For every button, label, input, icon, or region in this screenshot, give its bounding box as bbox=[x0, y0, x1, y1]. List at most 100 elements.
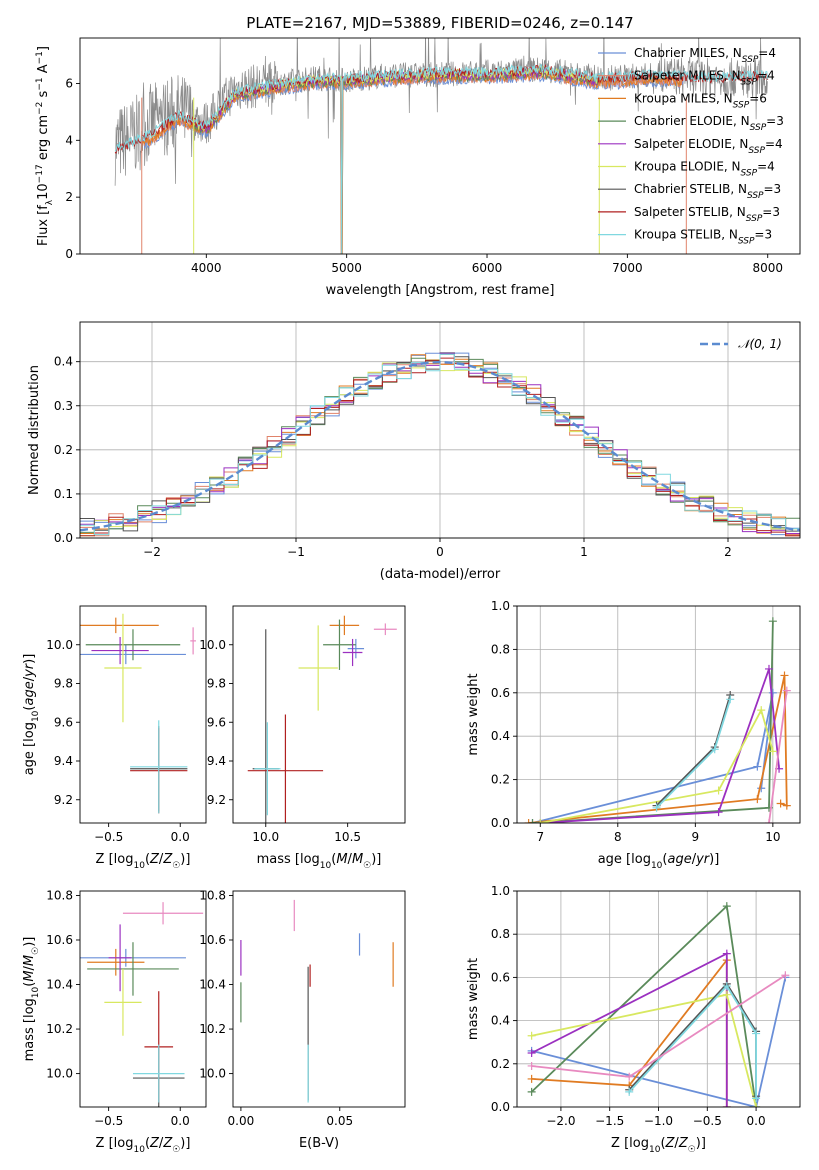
errorbar-point bbox=[342, 638, 363, 667]
x-tick-label: 0.0 bbox=[171, 830, 190, 844]
legend-tail: =6 bbox=[749, 91, 767, 105]
x-tick-label: 5000 bbox=[331, 261, 362, 275]
y-tick-label: 9.6 bbox=[54, 715, 73, 729]
label-part: M bbox=[336, 852, 347, 867]
legend-tail: =3 bbox=[766, 114, 784, 128]
label-part: age bbox=[22, 681, 37, 705]
y-tick-label: 0.2 bbox=[54, 443, 73, 457]
plus-marker bbox=[528, 819, 537, 823]
x-tick-label: 10.5 bbox=[334, 830, 361, 844]
label-part: ☉ bbox=[363, 861, 371, 871]
x-axis-label: E(B-V) bbox=[299, 1136, 339, 1151]
axes-frame bbox=[79, 605, 207, 824]
y-tick-label: 9.8 bbox=[54, 677, 73, 691]
plus-marker bbox=[536, 819, 545, 823]
errorbar-point bbox=[80, 617, 159, 634]
x-tick-label: −1 bbox=[287, 545, 305, 559]
errorbar-point bbox=[104, 613, 142, 723]
label-part: Z bbox=[162, 852, 173, 867]
x-tick-label: −2.0 bbox=[546, 1114, 575, 1128]
legend-text: Kroupa ELODIE, N bbox=[634, 160, 741, 174]
label-part: −1 bbox=[35, 51, 45, 64]
plus-marker bbox=[722, 990, 731, 999]
panel-mass_vs_ebv: 0.00 0.05 10.0 10.2 10.4 10.6 10.8 E(B-V) bbox=[199, 888, 406, 1151]
x-tick-label: 4000 bbox=[191, 261, 222, 275]
x-tick-label: 8 bbox=[614, 830, 622, 844]
x-tick-label: 0.00 bbox=[228, 1114, 255, 1128]
y-tick-label: 0.8 bbox=[491, 642, 510, 656]
x-tick-label: 2 bbox=[724, 545, 732, 559]
label-part: ☉ bbox=[688, 1145, 696, 1155]
plus-marker bbox=[527, 1087, 536, 1096]
label-part: )] bbox=[22, 937, 37, 947]
legend-tail: =4 bbox=[765, 137, 783, 151]
label-part: −17 bbox=[35, 164, 45, 183]
legend-sub: SSP bbox=[741, 169, 758, 179]
x-axis-label: mass [log10(M/M☉)] bbox=[257, 852, 382, 871]
x-tick-label: 0.0 bbox=[171, 1114, 190, 1128]
y-tick-label: 6 bbox=[65, 76, 73, 90]
label-part: M bbox=[352, 852, 363, 867]
plus-marker bbox=[726, 695, 735, 704]
label-part: 10 bbox=[133, 861, 145, 871]
label-part: )] bbox=[371, 852, 381, 867]
y-axis-label: Flux [fλ10−17 erg cm−2 s−1 A−1] bbox=[35, 46, 55, 246]
panel-mass_vs_Z: −0.5 0.010.010.210.410.610.8Z [log10(Z/Z☉… bbox=[22, 888, 207, 1155]
plus-marker bbox=[781, 971, 790, 980]
y-axis-label: mass [log10(M/M☉)] bbox=[22, 937, 41, 1062]
label-part: s bbox=[36, 90, 51, 101]
y-axis-label: mass weight bbox=[466, 958, 481, 1040]
y-tick-label: 9.2 bbox=[207, 793, 226, 807]
label-part: ( bbox=[22, 706, 37, 711]
errorbar-point bbox=[132, 1044, 185, 1103]
x-tick-label: −2 bbox=[143, 545, 161, 559]
y-tick-label: 10.0 bbox=[46, 638, 73, 652]
panel-residuals: −2 −1 0 1 2 0.0 0.1 0.2 0.3 0.4 𝒩(0, 1) (data-model… bbox=[27, 321, 801, 582]
y-tick-label: 10.2 bbox=[46, 1022, 73, 1036]
label-part: 10 bbox=[651, 861, 663, 871]
errorbar-point bbox=[87, 948, 145, 976]
plus-marker bbox=[714, 808, 723, 817]
label-part: −2 bbox=[35, 102, 45, 115]
plots-layer: 4000 5000 6000 7000 8000 0 2 4 6 wavelength [Angs… bbox=[22, 37, 801, 1155]
legend-sub: SSP bbox=[746, 214, 763, 224]
label-part: ( bbox=[331, 852, 336, 867]
label-part: ( bbox=[145, 852, 150, 867]
y-tick-label: 10.4 bbox=[199, 978, 226, 992]
x-axis-label: age [log10(age/yr)] bbox=[598, 852, 720, 871]
y-tick-label: 0.6 bbox=[491, 686, 510, 700]
plus-marker bbox=[722, 982, 731, 991]
y-tick-label: 9.4 bbox=[207, 754, 226, 768]
legend-text: Chabrier STELIB, N bbox=[634, 182, 747, 196]
y-tick-label: 9.2 bbox=[54, 793, 73, 807]
plot-area bbox=[80, 902, 204, 1107]
legend-tail: =4 bbox=[757, 69, 775, 83]
label-part: Flux [f bbox=[36, 205, 51, 246]
y-tick-label: 0.4 bbox=[491, 729, 510, 743]
errorbar-point bbox=[130, 720, 188, 814]
y-tick-label: 9.6 bbox=[207, 715, 226, 729]
y-tick-label: 0.3 bbox=[54, 399, 73, 413]
mass-weight-line bbox=[628, 984, 757, 1099]
plus-marker bbox=[752, 1094, 761, 1103]
plus-marker bbox=[782, 686, 791, 695]
y-tick-label: 10.4 bbox=[46, 978, 73, 992]
label-part: 10 bbox=[133, 1145, 145, 1155]
axes-frame bbox=[516, 605, 801, 824]
legend-sub: SSP bbox=[747, 191, 764, 201]
x-tick-label: 0 bbox=[436, 545, 444, 559]
x-tick-label: 10.0 bbox=[252, 830, 279, 844]
legend-sub: SSP bbox=[748, 146, 765, 156]
label-part: / bbox=[674, 1136, 679, 1151]
y-tick-label: 0.0 bbox=[54, 531, 73, 545]
label-part: A bbox=[36, 64, 51, 77]
plus-marker bbox=[768, 688, 777, 697]
legend-text: Salpeter MILES, N bbox=[634, 69, 741, 83]
label-part: ☉ bbox=[172, 1145, 180, 1155]
y-tick-label: 0.4 bbox=[54, 355, 73, 369]
x-axis-label: Z [log10(Z/Z☉)] bbox=[96, 852, 191, 871]
label-part: 10 bbox=[31, 710, 41, 722]
label-part: age bbox=[667, 852, 691, 867]
